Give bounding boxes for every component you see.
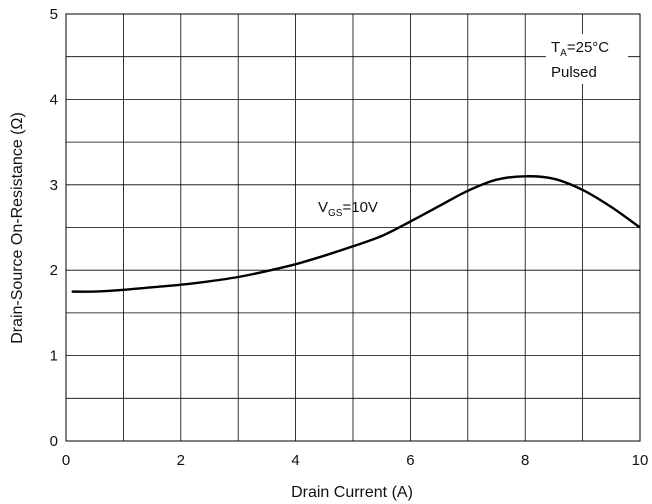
annotation-vgs-sub: GS xyxy=(328,208,343,219)
x-tick-label: 4 xyxy=(291,452,299,469)
annotation-temperature: TA=25°C xyxy=(551,39,609,59)
x-tick-label: 0 xyxy=(62,452,70,469)
annotation-vgs-main: V xyxy=(318,199,328,216)
annotation-pulsed: Pulsed xyxy=(551,64,597,81)
x-tick-label: 10 xyxy=(632,452,649,469)
series-line-vgs-10v xyxy=(71,175,641,293)
y-tick-labels: 0 1 2 3 4 5 xyxy=(50,6,58,450)
annotation-temp-main: T xyxy=(551,39,560,56)
x-axis-label: Drain Current (A) xyxy=(291,484,413,501)
annotation-box-bg xyxy=(546,34,628,84)
annotation-vgs: VGS=10V xyxy=(318,199,378,219)
x-tick-label: 6 xyxy=(406,452,414,469)
annotation-temp-sub: A xyxy=(560,48,567,59)
y-tick-label: 1 xyxy=(50,348,58,365)
y-tick-label: 4 xyxy=(50,91,58,108)
x-tick-label: 2 xyxy=(177,452,185,469)
svg-text:VGS=10V: VGS=10V xyxy=(318,199,378,219)
x-tick-label: 8 xyxy=(521,452,529,469)
grid xyxy=(66,14,640,441)
y-tick-label: 5 xyxy=(50,6,58,23)
svg-text:TA=25°C: TA=25°C xyxy=(551,39,609,59)
y-tick-label: 2 xyxy=(50,262,58,279)
y-tick-label: 0 xyxy=(50,433,58,450)
y-axis-label: Drain-Source On-Resistance (Ω) xyxy=(9,112,26,344)
y-tick-label: 3 xyxy=(50,177,58,194)
annotation-vgs-rest: =10V xyxy=(342,199,377,216)
annotation-temp-rest: =25°C xyxy=(567,39,609,56)
x-tick-labels: 0 2 4 6 8 10 xyxy=(62,452,649,469)
